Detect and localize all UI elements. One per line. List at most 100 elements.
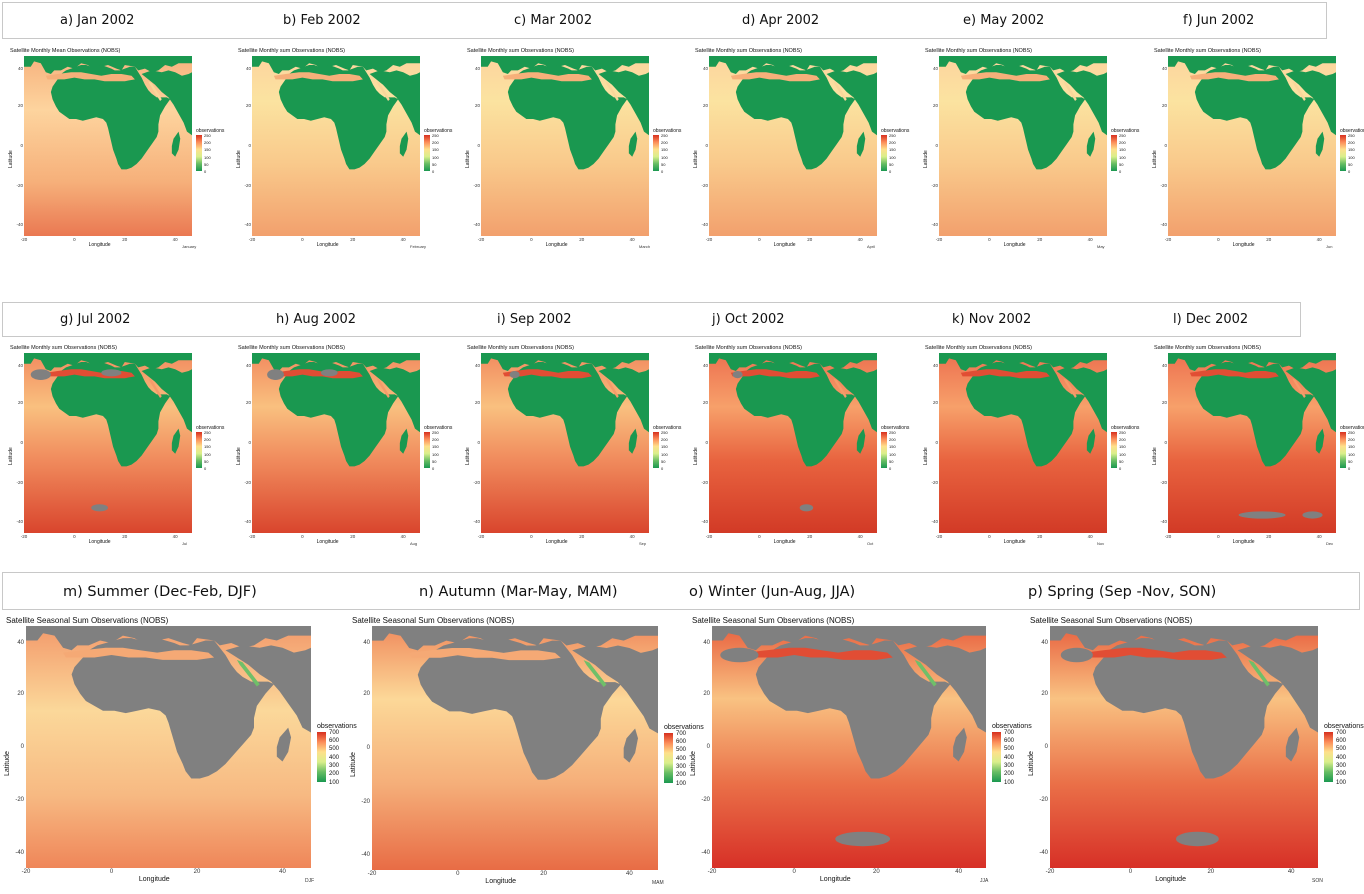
panel-title: Satellite Seasonal Sum Observations (NOB… [352, 616, 515, 625]
map-area [24, 353, 192, 533]
y-tick-label: -40 [1160, 222, 1167, 228]
europe-land [24, 353, 192, 371]
y-tick-label: 20 [474, 103, 480, 109]
panel-title: Satellite Monthly sum Observations (NOBS… [467, 345, 574, 351]
x-axis-title: Longitude [1003, 242, 1026, 248]
europe-land [24, 56, 192, 74]
missing-data-patch [732, 371, 743, 379]
y-tick-label: 0 [20, 744, 24, 750]
y-tick-label: 0 [20, 440, 23, 445]
y-tick-label: 0 [477, 440, 480, 445]
color-legend: observations 700 600 500 400 300 200 100 [1324, 722, 1364, 786]
x-tick-label: 20 [807, 237, 813, 242]
map-area [939, 56, 1107, 236]
x-tick-label: 40 [1087, 534, 1093, 539]
missing-data-patch [267, 369, 284, 380]
legend-title: observations [196, 425, 225, 431]
europe-land [372, 626, 658, 651]
red-sea [1292, 81, 1306, 101]
x-axis-title: Longitude [773, 242, 796, 248]
africa-land [50, 362, 171, 467]
missing-data-patch [720, 647, 759, 663]
x-tick-label: 20 [1266, 534, 1272, 539]
color-legend: observations 700 600 500 400 300 200 100 [664, 723, 704, 787]
season-label-2: n) Autumn (Mar-May, MAM) [419, 584, 618, 600]
panel-period-code: Aug [410, 541, 418, 546]
y-tick-label: -20 [1039, 797, 1048, 804]
month-label-5: e) May 2002 [963, 13, 1045, 28]
y-axis-title: Latitude [465, 446, 471, 465]
y-tick-label: 40 [474, 362, 480, 368]
y-tick-label: -40 [16, 222, 23, 228]
legend-tick: 600 [1336, 738, 1347, 745]
red-sea [376, 81, 390, 101]
legend-tick: 300 [1004, 763, 1015, 770]
y-tick-label: 40 [702, 362, 708, 368]
map-svg [939, 353, 1107, 533]
legend-colorbar [196, 135, 202, 171]
y-tick-label: 0 [705, 440, 708, 445]
legend-tick: 200 [329, 771, 340, 778]
x-tick-label: 40 [857, 237, 863, 242]
legend-title: observations [653, 425, 682, 431]
map-svg [709, 353, 877, 533]
panel-period-code: MAM [652, 880, 664, 886]
x-tick-label: -20 [1164, 237, 1172, 242]
red-sea [914, 659, 937, 687]
x-tick-label: 0 [301, 534, 304, 539]
x-tick-label: -20 [248, 534, 256, 539]
legend-colorbar [424, 135, 430, 171]
legend-tick: 50 [889, 161, 894, 167]
legend-tick: 300 [1336, 763, 1347, 770]
map-area [481, 56, 649, 236]
y-tick-label: -40 [16, 519, 23, 525]
legend-title: observations [1324, 722, 1364, 730]
row2-header-band [2, 302, 1301, 337]
y-tick-label: -20 [473, 479, 480, 485]
y-tick-label: -40 [244, 222, 251, 228]
legend-tick: 0 [1348, 169, 1351, 174]
legend-tick: 0 [432, 466, 435, 471]
x-tick-label: 0 [1217, 534, 1220, 539]
x-tick-label: 20 [1266, 237, 1272, 242]
red-sea [148, 81, 162, 101]
y-tick-label: 20 [474, 400, 480, 406]
red-sea [833, 378, 847, 398]
panel-title: Satellite Monthly sum Observations (NOBS… [238, 345, 345, 351]
month-label-1: a) Jan 2002 [60, 13, 135, 28]
season-panel-3: Satellite Seasonal Sum Observations (NOB… [690, 616, 1032, 886]
x-axis-title: Longitude [1155, 876, 1186, 883]
legend-tick: 200 [1336, 771, 1347, 778]
legend-tick: 250 [661, 430, 668, 435]
panel-period-code: May [1097, 244, 1105, 249]
map-svg [939, 56, 1107, 236]
map-panel-4: Satellite Monthly sum Observations (NOBS… [693, 48, 920, 266]
map-svg [24, 56, 192, 236]
africa-land [1194, 362, 1315, 467]
legend-tick: 600 [1004, 738, 1015, 745]
map-panel-2: Satellite Monthly sum Observations (NOBS… [236, 48, 463, 266]
missing-data-patch [1238, 511, 1286, 519]
mediterranean-sea [730, 369, 820, 379]
mediterranean-sea [45, 72, 135, 82]
y-tick-label: -40 [244, 519, 251, 525]
panel-period-code: January [182, 244, 197, 249]
legend-tick: 100 [204, 154, 211, 160]
legend-tick: 50 [661, 458, 666, 464]
mideast-land [598, 367, 649, 433]
legend-tick: 200 [661, 140, 668, 146]
x-axis-title: Longitude [1003, 539, 1026, 545]
legend-tick: 100 [661, 451, 668, 457]
missing-data-patch [799, 504, 814, 512]
legend-title: observations [664, 723, 704, 731]
legend-tick: 50 [1119, 161, 1124, 167]
x-tick-label: 40 [400, 534, 406, 539]
legend-tick: 50 [204, 161, 209, 167]
panel-title: Satellite Monthly sum Observations (NOBS… [925, 48, 1032, 54]
legend-tick: 600 [329, 738, 340, 745]
map-svg [372, 626, 658, 870]
mideast-land [369, 367, 420, 433]
mediterranean-sea [1189, 72, 1279, 82]
